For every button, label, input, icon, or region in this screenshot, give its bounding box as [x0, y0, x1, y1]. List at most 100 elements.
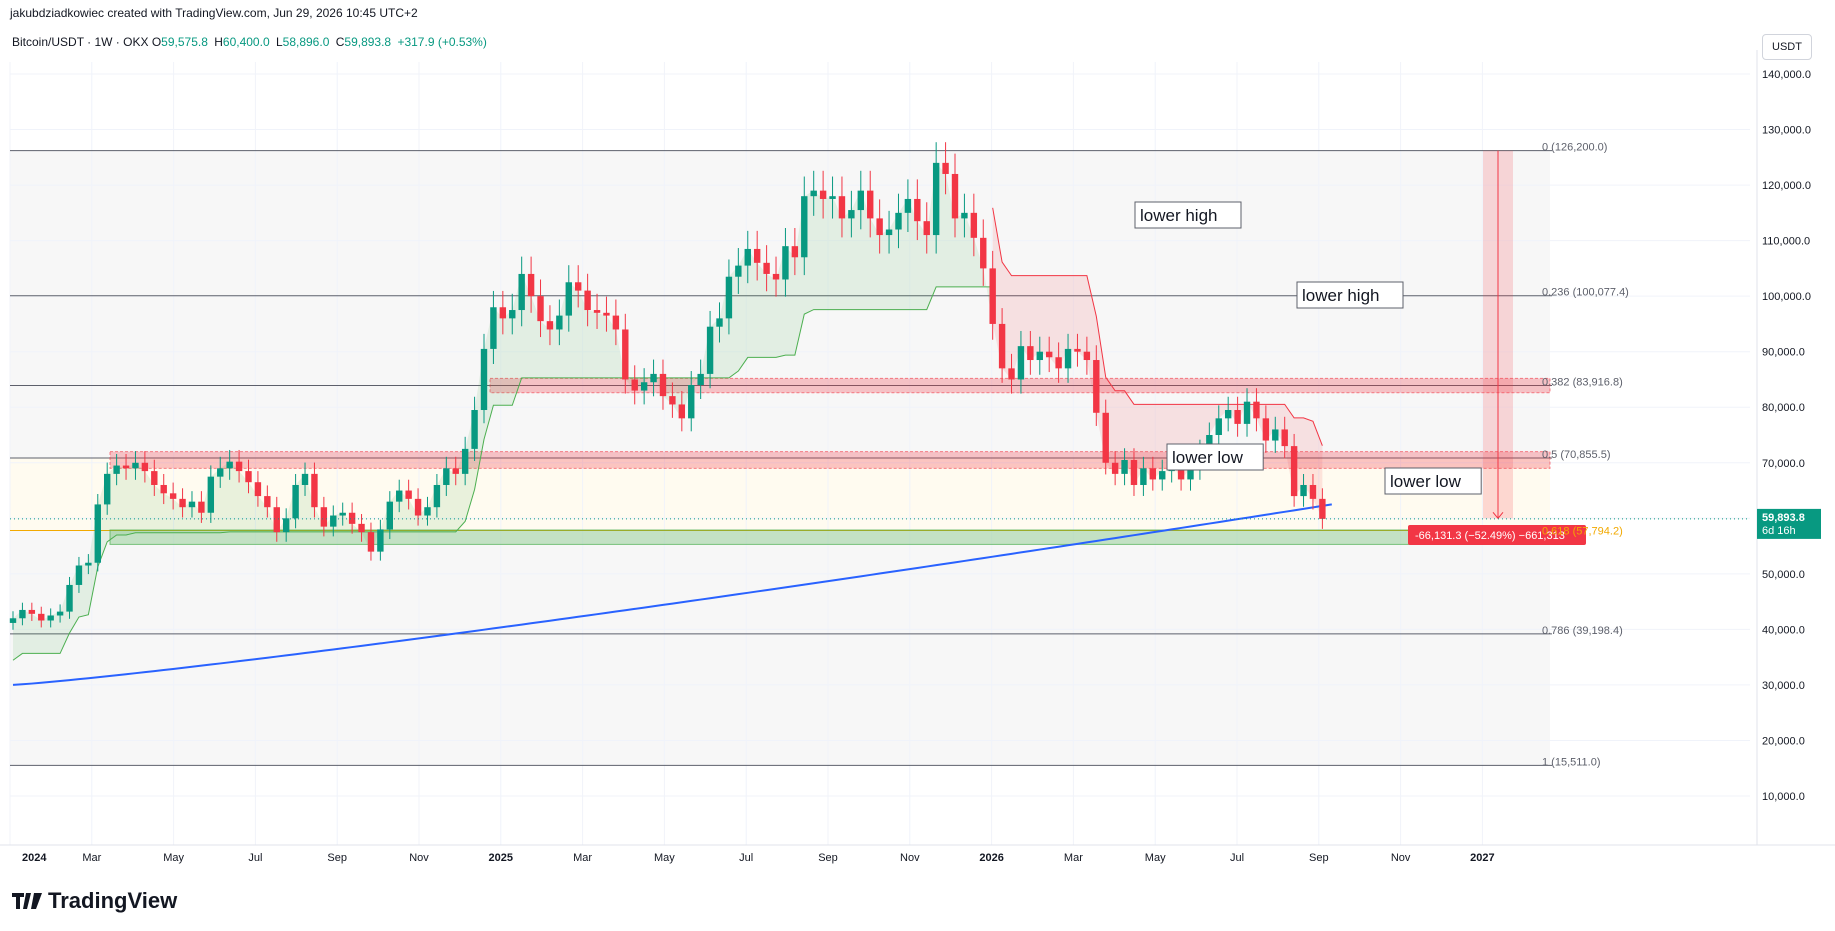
candle [245, 459, 252, 494]
price-axis-tick: 10,000.0 [1762, 791, 1805, 803]
candle [1281, 416, 1288, 459]
fib-label: 0.786 (39,198.4) [1542, 625, 1623, 637]
candle-body [838, 196, 846, 219]
candle [1243, 388, 1251, 437]
candle [330, 505, 337, 537]
candle [443, 456, 450, 496]
candle-body [1243, 401, 1251, 424]
candle-body [75, 565, 83, 585]
symbol-legend: Bitcoin/USDT · 1W · OKX O59,575.8 H60,40… [12, 35, 490, 49]
candle-body [1281, 429, 1288, 447]
candle-body [857, 190, 864, 211]
candle [961, 193, 968, 238]
candle-body [876, 218, 883, 236]
candle-body [122, 465, 130, 469]
candle [311, 462, 318, 518]
candle [320, 496, 328, 537]
candle [273, 496, 280, 542]
candle-body [282, 518, 290, 533]
candle [141, 451, 149, 483]
candle [857, 170, 864, 230]
candle [1130, 448, 1138, 496]
downtrend-fill [992, 207, 1323, 519]
annotation-box [1134, 201, 1242, 229]
candle [518, 256, 525, 327]
price-chart[interactable]: -66,131.3 (−52.49%) −661,313 0 (126,200.0… [0, 50, 1835, 930]
candle-body [744, 248, 751, 266]
candle-body [198, 501, 205, 513]
candle [829, 176, 836, 219]
candle [1055, 342, 1062, 383]
candle-body [254, 482, 262, 497]
candle-body [518, 273, 525, 311]
time-axis-tick: 2025 [489, 852, 513, 864]
attribution-text: jakubdziadkowiec created with TradingVie… [10, 6, 418, 20]
candle-body [951, 173, 959, 219]
candle-body [1309, 484, 1317, 499]
candle-body [56, 611, 64, 616]
candle [461, 436, 469, 486]
annotation-text: lower low [1390, 472, 1462, 491]
candle-body [961, 212, 968, 219]
price-axis-tick: 80,000.0 [1762, 402, 1805, 414]
candle [1319, 488, 1326, 529]
candle-body [904, 198, 912, 213]
candle [791, 228, 799, 276]
candle [386, 491, 393, 540]
candle-body [141, 462, 149, 472]
candle-body [932, 162, 940, 236]
candle [980, 219, 987, 286]
candle-body [1008, 368, 1015, 380]
measure-label: -66,131.3 (−52.49%) −661,313 [1415, 530, 1565, 542]
low-label: L [275, 35, 283, 49]
candle [226, 449, 233, 480]
candle-body [1046, 351, 1053, 358]
candle-body [829, 196, 836, 199]
time-axis-tick: Jul [739, 852, 753, 864]
candle-body [810, 190, 817, 197]
candle-body [367, 532, 375, 552]
fib-label: 0.618 (57,794.2) [1542, 526, 1623, 538]
candle-body [1055, 357, 1062, 369]
symbol-name[interactable]: Bitcoin/USDT · 1W · OKX [12, 35, 149, 49]
price-axis-tick: 70,000.0 [1762, 458, 1805, 470]
price-axis-tick: 20,000.0 [1762, 735, 1805, 747]
candle [66, 576, 73, 619]
candle [801, 176, 808, 276]
candle-body [1130, 459, 1138, 485]
candle-body [716, 318, 723, 327]
annotation-text: lower low [1172, 448, 1244, 467]
candle [706, 310, 714, 389]
candle [640, 368, 648, 405]
candle-body [301, 473, 309, 485]
fib-label: 0.382 (83,916.8) [1542, 376, 1623, 388]
candle [650, 359, 657, 397]
ema-200w-line [12, 503, 1332, 686]
candle-body [1149, 468, 1157, 480]
time-axis-tick: Sep [818, 852, 838, 864]
price-axis-tick: 120,000.0 [1762, 180, 1811, 192]
candle [593, 293, 601, 329]
candle-body [801, 196, 808, 258]
candle-body [970, 212, 978, 238]
candle-body [763, 262, 770, 274]
time-axis-tick: May [1145, 852, 1166, 864]
candle-body [1234, 410, 1241, 424]
time-axis-tick: Sep [327, 852, 347, 864]
candle-body [640, 382, 648, 391]
currency-button[interactable]: USDT [1762, 34, 1812, 60]
candle-body [217, 468, 224, 477]
candle-body [169, 493, 177, 499]
candle [1253, 388, 1260, 432]
candle [235, 449, 243, 483]
tradingview-logo[interactable]: TradingView [12, 888, 177, 914]
candle-body [490, 307, 497, 349]
candle-body [556, 315, 563, 330]
candle-body [1187, 468, 1194, 480]
candle [753, 230, 761, 281]
candle [1036, 336, 1043, 375]
time-axis-tick: Jul [248, 852, 262, 864]
low-value: 58,896.0 [282, 35, 330, 49]
candle-body [688, 385, 695, 419]
candle-body [160, 484, 167, 494]
